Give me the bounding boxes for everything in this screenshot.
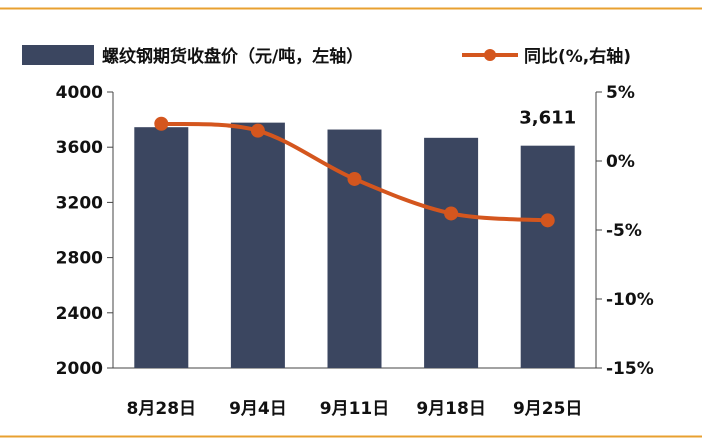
line-series xyxy=(154,116,555,228)
bar-series xyxy=(134,122,575,368)
bar xyxy=(327,129,382,368)
right-tick-label: 0% xyxy=(606,152,635,172)
yoy-point xyxy=(250,123,265,138)
right-axis-ticks: -15% -10% -5% 0% 5% xyxy=(596,83,654,379)
left-tick-label: 4000 xyxy=(56,83,103,103)
yoy-point xyxy=(444,206,459,221)
x-axis-labels: 8月28日 9月4日 9月11日 9月18日 9月25日 xyxy=(127,399,583,419)
left-tick-label: 3600 xyxy=(56,138,103,158)
left-tick-label: 2800 xyxy=(56,249,103,269)
bar xyxy=(230,122,285,368)
legend: 螺纹钢期货收盘价（元/吨，左轴） 同比(%,右轴) xyxy=(22,45,631,67)
bar xyxy=(520,145,575,368)
legend-bar-label: 螺纹钢期货收盘价（元/吨，左轴） xyxy=(102,46,363,67)
x-tick-label: 9月18日 xyxy=(416,399,486,419)
x-tick-label: 9月25日 xyxy=(513,399,583,419)
bar-value-label: 3,611 xyxy=(519,108,576,129)
right-tick-label: 5% xyxy=(606,83,635,103)
x-tick-label: 8月28日 xyxy=(127,399,197,419)
right-tick-label: -10% xyxy=(606,290,654,310)
legend-line-label: 同比(%,右轴) xyxy=(524,46,631,67)
bar xyxy=(424,137,479,368)
data-labels: 3,611 xyxy=(519,108,576,129)
legend-bar-swatch xyxy=(22,45,94,65)
right-tick-label: -15% xyxy=(606,359,654,379)
left-tick-label: 3200 xyxy=(56,193,103,213)
yoy-point xyxy=(347,171,362,186)
left-axis-ticks: 2000 2400 2800 3200 3600 4000 xyxy=(56,83,113,379)
legend-line-marker xyxy=(484,49,496,61)
right-tick-label: -5% xyxy=(606,221,642,241)
x-tick-label: 9月4日 xyxy=(229,399,287,419)
yoy-point xyxy=(154,116,169,131)
bar xyxy=(134,127,189,368)
x-tick-label: 9月11日 xyxy=(320,399,390,419)
yoy-point xyxy=(540,213,555,228)
left-tick-label: 2400 xyxy=(56,304,103,324)
left-tick-label: 2000 xyxy=(56,359,103,379)
